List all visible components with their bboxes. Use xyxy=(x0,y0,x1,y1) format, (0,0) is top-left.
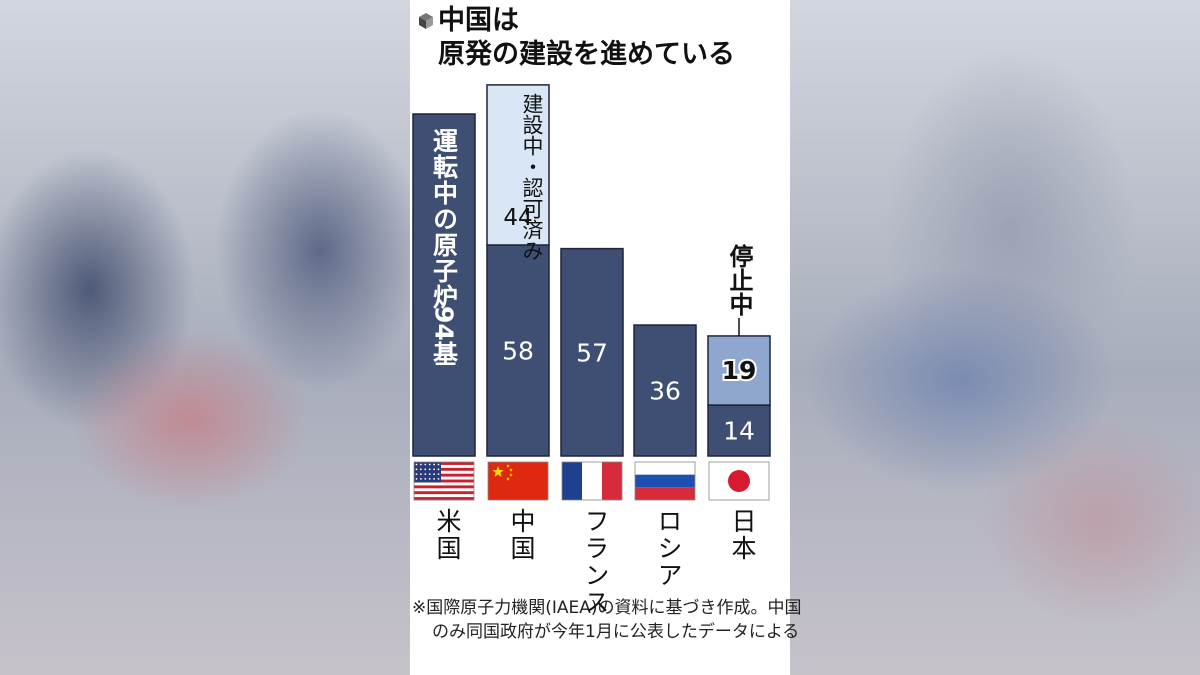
value-label-japan-stopped: 19 xyxy=(722,356,757,385)
source-note: ※国際原子力機関(IAEA)の資料に基づき作成。中国のみ同国政府が今年1月に公表… xyxy=(412,598,802,642)
value-label-china-construction: 44 xyxy=(503,205,532,231)
japan-flag-icon xyxy=(708,461,770,501)
bar-operating-2 xyxy=(560,247,624,457)
bar-operating-3 xyxy=(633,324,697,457)
bar-stopped-4 xyxy=(707,335,771,406)
us-flag-icon xyxy=(413,461,475,501)
value-label-france: 57 xyxy=(576,338,608,367)
china-construction-label: 建設中・認可済み xyxy=(520,93,544,261)
country-label-0: 米国 xyxy=(433,508,462,562)
chart-title: 中国は 原発の建設を進めている xyxy=(438,4,788,72)
bar-operating-1 xyxy=(486,244,550,457)
cube-icon xyxy=(419,13,433,29)
bar-construction-1 xyxy=(486,84,550,246)
bar-operating-4 xyxy=(707,404,771,457)
country-label-1: 中国 xyxy=(507,508,536,562)
value-label-japan: 14 xyxy=(723,417,755,446)
france-flag-icon xyxy=(561,461,623,501)
country-label-4: 日本 xyxy=(728,508,757,562)
country-label-2: フランス xyxy=(581,508,610,616)
infographic-card: 中国は 原発の建設を進めている 58 57 36 14 運転中の原子炉 94基 建設中・認可… xyxy=(410,0,802,675)
value-label-russia: 36 xyxy=(649,377,681,406)
bar-operating-0 xyxy=(412,113,476,457)
us-bar-label: 運転中の原子炉 xyxy=(430,128,459,310)
value-label-china: 58 xyxy=(502,336,534,365)
japan-stopped-label: 停止中 xyxy=(725,243,753,316)
title-line-2: 原発の建設を進めている xyxy=(438,39,735,70)
russia-flag-icon xyxy=(634,461,696,501)
value-label-us: 94基 xyxy=(430,306,459,366)
title-line-1: 中国は xyxy=(438,5,519,36)
country-label-3: ロシア xyxy=(654,508,683,589)
china-flag-icon xyxy=(487,461,549,501)
